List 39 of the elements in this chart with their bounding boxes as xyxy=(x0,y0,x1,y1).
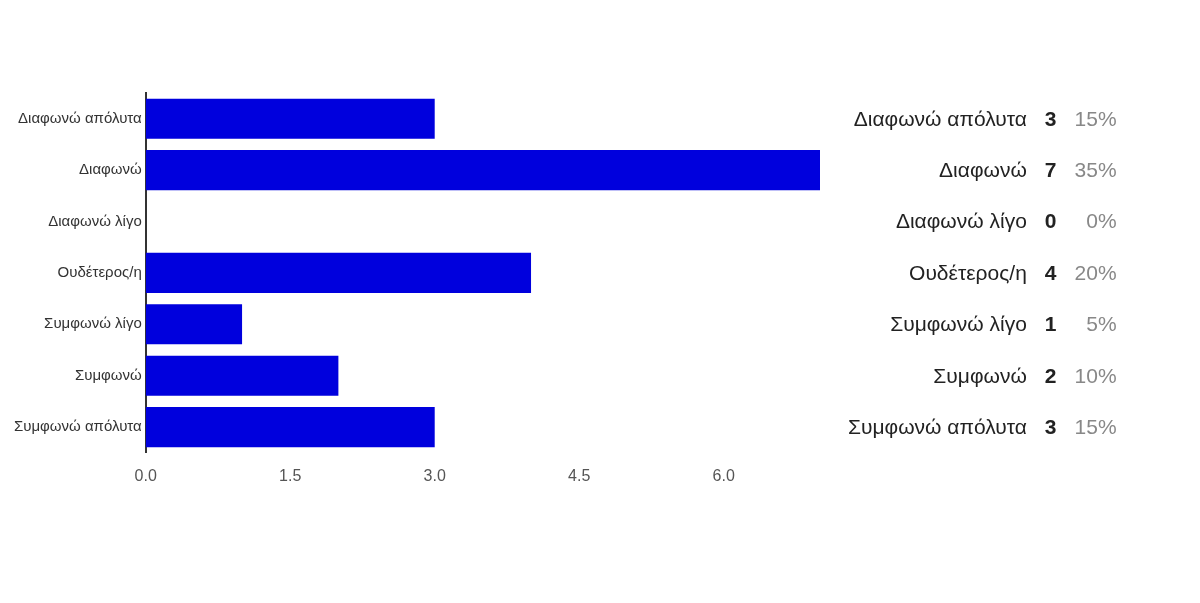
x-tick-label: 3.0 xyxy=(423,466,446,484)
category-label: Ουδέτερος/η xyxy=(909,260,1027,284)
x-tick-label: 1.5 xyxy=(279,466,302,484)
x-tick-label: 0.0 xyxy=(134,466,157,484)
category-label: Διαφωνώ λίγο xyxy=(895,209,1027,233)
x-tick-label: 4.5 xyxy=(568,466,591,484)
bar xyxy=(145,355,339,396)
data-label: 3 xyxy=(1043,105,1057,132)
data-label: 2 xyxy=(1043,362,1057,389)
data-label: 7 xyxy=(1043,157,1057,184)
bar xyxy=(145,98,435,139)
category-label: Διαφωνώ xyxy=(939,158,1027,182)
text: 15% xyxy=(1073,105,1117,132)
data-label: 0 xyxy=(1043,208,1057,235)
bar xyxy=(145,407,435,448)
text: 5% xyxy=(1085,311,1117,338)
text: 20% xyxy=(1073,259,1117,286)
text: 35% xyxy=(1073,157,1117,184)
data-label: 1 xyxy=(1043,311,1057,338)
data-label: 4 xyxy=(1043,259,1057,286)
category-label: Συμφωνώ xyxy=(933,363,1027,387)
y-tick-label: Συμφωνώ xyxy=(74,365,143,383)
category-label: Διαφωνώ απόλυτα xyxy=(853,106,1027,130)
text: 15% xyxy=(1073,414,1117,441)
category-label: Συμφωνώ λίγο xyxy=(890,312,1027,336)
y-tick-label: Ουδέτερος/η xyxy=(57,263,142,281)
category-label: Συμφωνώ απόλυτα xyxy=(848,415,1027,439)
x-tick-label: 6.0 xyxy=(712,466,735,484)
y-tick-label: Συμφωνώ λίγο xyxy=(44,314,142,332)
text: 10% xyxy=(1073,362,1117,389)
data-label: 3 xyxy=(1043,414,1057,441)
bar xyxy=(145,150,820,191)
y-tick-label: Διαφωνώ λίγο xyxy=(48,211,142,229)
bar xyxy=(145,252,532,293)
bar xyxy=(145,304,243,345)
y-tick-label: Συμφωνώ απόλυτα xyxy=(13,417,143,435)
text: 0% xyxy=(1085,208,1117,235)
y-tick-label: Διαφωνώ xyxy=(79,160,143,178)
y-tick-label: Διαφωνώ απόλυτα xyxy=(18,108,143,126)
